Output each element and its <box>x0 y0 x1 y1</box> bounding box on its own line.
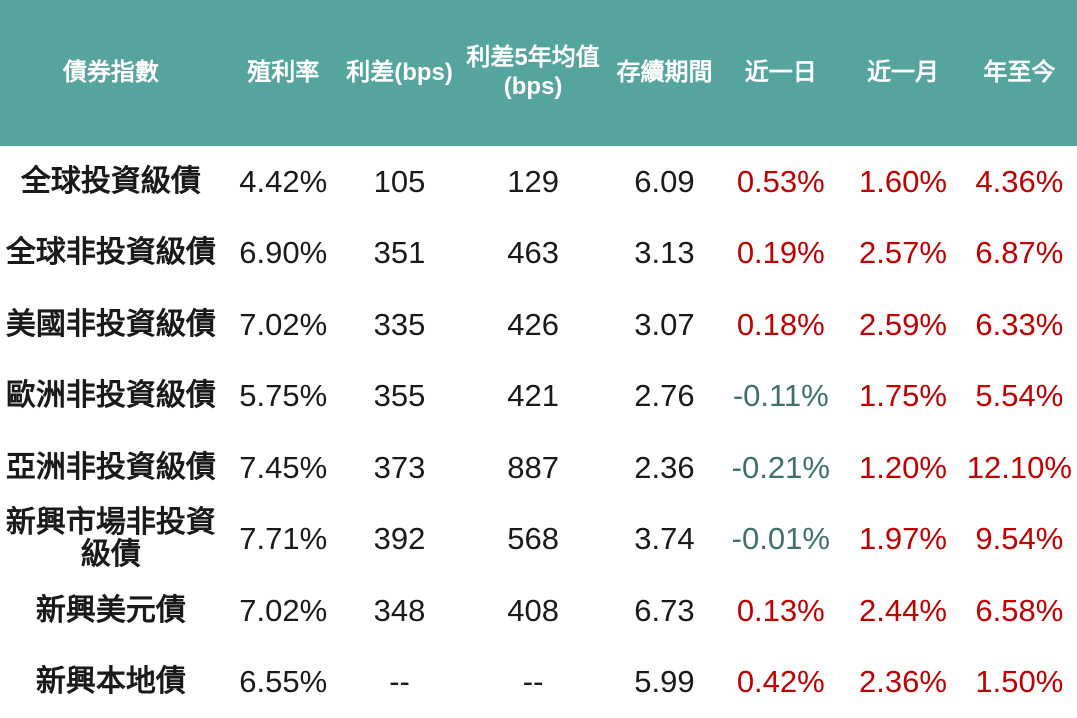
cell-value: 5.99 <box>634 664 695 700</box>
cell-value: 4.36% <box>975 163 1064 199</box>
cell-value: 6.73 <box>634 592 695 628</box>
cell-value: 421 <box>507 378 559 414</box>
column-header: 近一日 <box>744 58 817 86</box>
column-header: 存續期間 <box>616 58 713 86</box>
column-header: 年至今 <box>983 58 1056 86</box>
cell-value: 6.90% <box>239 235 328 271</box>
table-header-row: 債券指數 殖利率 利差(bps) 利差5年均值 (bps) 存續期間 近一日 近一月 年至今 <box>0 0 1077 146</box>
table-row: 亞洲非投資級債 7.45% 373 887 2.36 -0.21% 1.20% 12.10% <box>0 432 1077 504</box>
cell-value: 12.10% <box>966 449 1072 485</box>
cell-value: 2.44% <box>859 592 947 628</box>
cell-value: 7.45% <box>239 449 328 485</box>
cell-value: 0.42% <box>736 664 825 700</box>
cell-value: 373 <box>373 449 426 485</box>
cell-value: 0.53% <box>736 163 825 199</box>
cell-index-name: 全球非投資級債 <box>5 236 216 270</box>
cell-value: 6.58% <box>975 592 1064 628</box>
cell-value: 568 <box>507 521 559 557</box>
cell-value: 0.18% <box>736 306 825 342</box>
cell-value: 3.74 <box>634 521 695 557</box>
cell-value: 463 <box>507 235 559 271</box>
cell-value: 2.59% <box>859 306 947 342</box>
cell-value: 7.02% <box>239 306 328 342</box>
cell-value: -0.11% <box>732 378 829 414</box>
column-header: 利差(bps) <box>346 58 453 86</box>
column-header: 殖利率 <box>247 58 320 86</box>
cell-value: 6.87% <box>975 235 1064 271</box>
cell-value: 2.36% <box>859 664 947 700</box>
cell-value: 1.60% <box>859 163 947 199</box>
cell-index-name: 亞洲非投資級債 <box>5 450 216 484</box>
cell-value: 9.54% <box>975 521 1064 557</box>
cell-index-name: 新興本地債 <box>35 665 186 699</box>
cell-value: 426 <box>507 306 559 342</box>
column-header: 近一月 <box>867 58 939 86</box>
cell-index-name: 全球投資級債 <box>20 164 201 198</box>
cell-value: 2.76 <box>634 378 695 414</box>
cell-value: 2.57% <box>859 235 947 271</box>
cell-value: 6.33% <box>975 306 1064 342</box>
cell-value: 5.75% <box>239 378 328 414</box>
cell-value: 355 <box>373 378 426 414</box>
table-body: 全球投資級債 4.42% 105 129 6.09 0.53% 1.60% 4.36% 全球非投… <box>0 146 1077 718</box>
cell-index-name: 美國非投資級債 <box>5 307 216 341</box>
cell-value: 887 <box>507 449 559 485</box>
cell-value: 129 <box>507 163 559 199</box>
cell-value: -0.21% <box>731 449 830 485</box>
cell-value: 1.97% <box>859 521 947 557</box>
cell-value: 1.75% <box>859 378 947 414</box>
cell-value: 7.02% <box>239 592 328 628</box>
cell-value: 6.55% <box>239 664 328 700</box>
cell-index-name: 新興美元債 <box>35 593 186 627</box>
column-header: 利差5年均值 (bps) <box>466 44 600 100</box>
column-header: 債券指數 <box>62 58 159 86</box>
cell-value: 1.20% <box>859 449 947 485</box>
cell-value: -- <box>522 664 544 700</box>
cell-value: 351 <box>373 235 426 271</box>
cell-index-name: 歐洲非投資級債 <box>5 379 216 413</box>
table-header: 債券指數 殖利率 利差(bps) 利差5年均值 (bps) 存續期間 近一日 近一月 年至今 <box>0 0 1077 146</box>
cell-value: 392 <box>373 521 426 557</box>
table-row: 歐洲非投資級債 5.75% 355 421 2.76 -0.11% 1.75% 5.54% <box>0 361 1077 433</box>
table-row: 全球投資級債 4.42% 105 129 6.09 0.53% 1.60% 4.36% <box>0 146 1077 218</box>
table-row: 全球非投資級債 6.90% 351 463 3.13 0.19% 2.57% 6.87% <box>0 218 1077 290</box>
cell-value: 7.71% <box>239 521 328 557</box>
cell-value: 105 <box>373 163 426 199</box>
cell-value: 3.13 <box>634 235 695 271</box>
table-row: 新興市場非投資級債 7.71% 392 568 3.74 -0.01% 1.97% 9.54% <box>0 504 1077 576</box>
cell-value: 1.50% <box>975 664 1064 700</box>
cell-value: 5.54% <box>975 378 1064 414</box>
table-row: 新興美元債 7.02% 348 408 6.73 0.13% 2.44% 6.58% <box>0 575 1077 647</box>
cell-value: 4.42% <box>239 163 328 199</box>
cell-index-name: 新興市場非投資級債 <box>5 506 216 572</box>
table-row: 美國非投資級債 7.02% 335 426 3.07 0.18% 2.59% 6.33% <box>0 289 1077 361</box>
cell-value: -- <box>389 664 410 700</box>
cell-value: 348 <box>373 592 426 628</box>
cell-value: 0.19% <box>736 235 825 271</box>
cell-value: -0.01% <box>731 521 830 557</box>
cell-value: 335 <box>373 306 426 342</box>
table-row: 新興本地債 6.55% -- -- 5.99 0.42% 2.36% 1.50% <box>0 647 1077 718</box>
cell-value: 408 <box>507 592 559 628</box>
cell-value: 2.36 <box>634 449 695 485</box>
cell-value: 0.13% <box>736 592 825 628</box>
cell-value: 3.07 <box>634 306 695 342</box>
cell-value: 6.09 <box>634 163 695 199</box>
